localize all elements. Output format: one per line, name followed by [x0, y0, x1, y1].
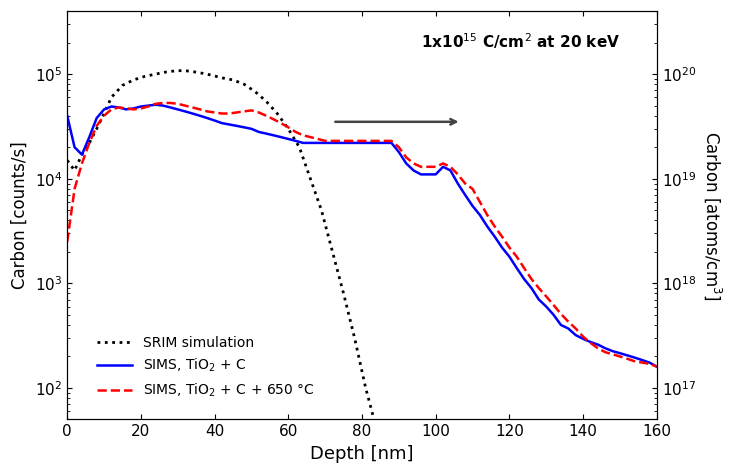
SRIM simulation [173, 68, 182, 73]
Line: SRIM simulation: SRIM simulation [67, 71, 498, 474]
SIMS, TiO$_2$ + C [505, 254, 514, 259]
SRIM simulation [118, 82, 127, 88]
SIMS, TiO$_2$ + C + 650 °C [62, 239, 71, 245]
SRIM simulation [362, 385, 370, 391]
SRIM simulation [273, 110, 282, 116]
Line: SIMS, TiO$_2$ + C: SIMS, TiO$_2$ + C [67, 105, 657, 366]
SRIM simulation [184, 68, 193, 74]
SRIM simulation [100, 110, 109, 116]
SRIM simulation [207, 72, 215, 78]
SRIM simulation [151, 71, 160, 77]
SRIM simulation [196, 70, 204, 75]
SRIM simulation [77, 152, 86, 157]
SRIM simulation [62, 157, 71, 163]
SRIM simulation [93, 126, 101, 132]
SIMS, TiO$_2$ + C [653, 364, 662, 369]
SRIM simulation [373, 427, 381, 432]
SRIM simulation [339, 291, 348, 296]
SRIM simulation [284, 126, 293, 132]
SRIM simulation [229, 77, 237, 83]
SRIM simulation [218, 75, 226, 81]
Line: SIMS, TiO$_2$ + C + 650 °C: SIMS, TiO$_2$ + C + 650 °C [67, 103, 657, 366]
Legend: SRIM simulation, SIMS, TiO$_2$ + C, SIMS, TiO$_2$ + C + 650 °C: SRIM simulation, SIMS, TiO$_2$ + C, SIMS… [92, 330, 320, 404]
SRIM simulation [350, 335, 359, 341]
SRIM simulation [262, 99, 270, 104]
SRIM simulation [70, 168, 79, 173]
Y-axis label: Carbon [counts/s]: Carbon [counts/s] [11, 141, 29, 289]
SIMS, TiO$_2$ + C + 650 °C [600, 349, 609, 355]
SIMS, TiO$_2$ + C [62, 113, 71, 118]
SIMS, TiO$_2$ + C [578, 336, 587, 342]
SIMS, TiO$_2$ + C + 650 °C [653, 364, 662, 369]
SRIM simulation [317, 208, 326, 213]
SRIM simulation [295, 145, 304, 150]
SRIM simulation [240, 82, 248, 87]
SIMS, TiO$_2$ + C + 650 °C [439, 161, 448, 166]
SRIM simulation [162, 69, 171, 75]
SIMS, TiO$_2$ + C + 650 °C [159, 100, 168, 106]
SRIM simulation [384, 471, 392, 474]
SIMS, TiO$_2$ + C + 650 °C [505, 245, 514, 250]
SRIM simulation [85, 140, 94, 146]
SRIM simulation [107, 94, 116, 100]
SIMS, TiO$_2$ + C + 650 °C [549, 302, 558, 308]
SIMS, TiO$_2$ + C [600, 346, 609, 351]
SRIM simulation [306, 176, 315, 182]
Text: 1x10$^{15}$ C/cm$^{2}$ at 20 keV: 1x10$^{15}$ C/cm$^{2}$ at 20 keV [421, 32, 620, 51]
SRIM simulation [251, 89, 259, 94]
SIMS, TiO$_2$ + C + 650 °C [578, 334, 587, 339]
SIMS, TiO$_2$ + C [395, 149, 404, 155]
SIMS, TiO$_2$ + C [439, 164, 448, 170]
SRIM simulation [140, 73, 149, 79]
SRIM simulation [328, 249, 337, 255]
SIMS, TiO$_2$ + C [549, 312, 558, 318]
SRIM simulation [129, 77, 138, 83]
SIMS, TiO$_2$ + C [151, 102, 160, 108]
Y-axis label: Carbon [atoms/cm$^{3}$]: Carbon [atoms/cm$^{3}$] [702, 130, 724, 300]
X-axis label: Depth [nm]: Depth [nm] [310, 445, 414, 463]
SIMS, TiO$_2$ + C + 650 °C [395, 145, 404, 150]
